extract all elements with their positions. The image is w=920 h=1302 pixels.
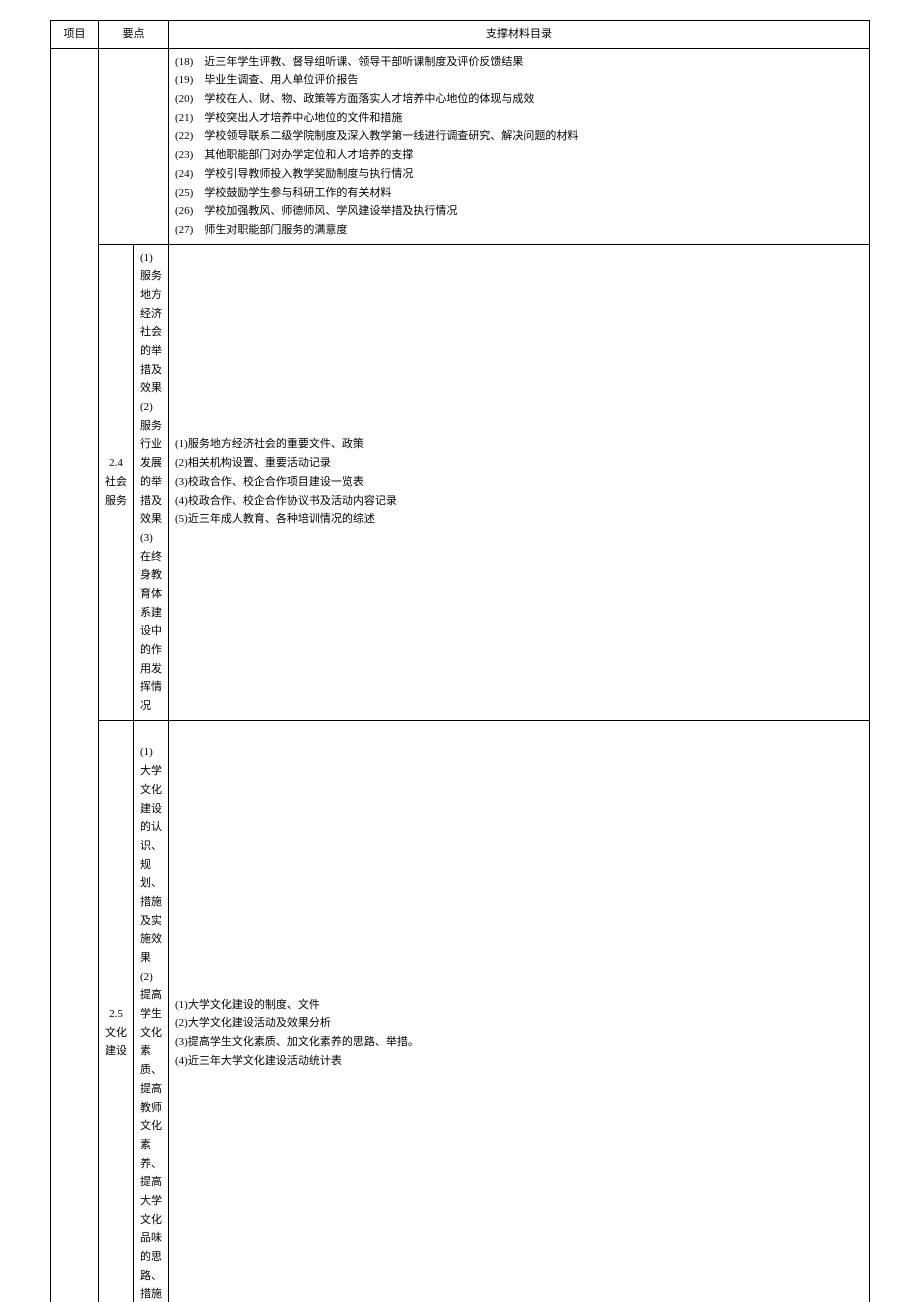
sup-item: (3)校政合作、校企合作项目建设一览表 bbox=[175, 473, 863, 492]
sup-item: (20) 学校在人、财、物、政策等方面落实人才培养中心地位的体现与成效 bbox=[175, 90, 863, 109]
subsection-2-5: 2.5文化建设 bbox=[99, 720, 134, 1302]
sup-item: (4)近三年大学文化建设活动统计表 bbox=[175, 1052, 863, 1071]
keypoints-cell-blank bbox=[99, 48, 169, 244]
sup-item: (27) 师生对职能部门服务的满意度 bbox=[175, 221, 863, 240]
sup-item: (5)近三年成人教育、各种培训情况的综述 bbox=[175, 510, 863, 529]
project-cell-blank bbox=[51, 48, 99, 1302]
support-2-4: (1)服务地方经济社会的重要文件、政策 (2)相关机构设置、重要活动记录 (3)… bbox=[169, 244, 870, 720]
sup-item: (21) 学校突出人才培养中心地位的文件和措施 bbox=[175, 109, 863, 128]
sup-item: (3)提高学生文化素质、加文化素养的思路、举措。 bbox=[175, 1033, 863, 1052]
support-2-5: (1)大学文化建设的制度、文件 (2)大学文化建设活动及效果分析 (3)提高学生… bbox=[169, 720, 870, 1302]
sup-item: (2)相关机构设置、重要活动记录 bbox=[175, 454, 863, 473]
header-support: 支撑材料目录 bbox=[169, 21, 870, 49]
sup-item: (25) 学校鼓励学生参与科研工作的有关材料 bbox=[175, 184, 863, 203]
sup-item: (2)大学文化建设活动及效果分析 bbox=[175, 1014, 863, 1033]
key-item: (1)服务地方经济社会的举措及效果 bbox=[140, 249, 162, 399]
sup-item: (1)大学文化建设的制度、文件 bbox=[175, 996, 863, 1015]
table-row: 2.5文化建设 (1)大学文化建设的认识、规划、措施及实施效果(2)提高学生文化… bbox=[51, 720, 870, 1302]
sup-item: (1)服务地方经济社会的重要文件、政策 bbox=[175, 435, 863, 454]
table-row: 2.4社会服务 (1)服务地方经济社会的举措及效果 (2)服务行业发展的举措及效… bbox=[51, 244, 870, 720]
support-cell-continuation: (18) 近三年学生评教、督导组听课、领导干部听课制度及评价反馈结果 (19) … bbox=[169, 48, 870, 244]
subsection-2-4: 2.4社会服务 bbox=[99, 244, 134, 720]
header-project: 项目 bbox=[51, 21, 99, 49]
sup-item: (23) 其他职能部门对办学定位和人才培养的支撑 bbox=[175, 146, 863, 165]
sup-item: (18) 近三年学生评教、督导组听课、领导干部听课制度及评价反馈结果 bbox=[175, 53, 863, 72]
header-row: 项目 要点 支撑材料目录 bbox=[51, 21, 870, 49]
sup-item: (26) 学校加强教风、师德师风、学风建设举措及执行情况 bbox=[175, 202, 863, 221]
keypoints-2-4: (1)服务地方经济社会的举措及效果 (2)服务行业发展的举措及效果 (3)在终身… bbox=[134, 244, 169, 720]
sup-item: (22) 学校领导联系二级学院制度及深入教学第一线进行调查研究、解决问题的材料 bbox=[175, 127, 863, 146]
keypoints-2-5: (1)大学文化建设的认识、规划、措施及实施效果(2)提高学生文化素质、提高教师文… bbox=[134, 720, 169, 1302]
main-table: 项目 要点 支撑材料目录 (18) 近三年学生评教、督导组听课、领导干部听课制度… bbox=[50, 20, 870, 1302]
key-item: (3)在终身教育体系建设中的作用发挥情况 bbox=[140, 529, 162, 716]
header-keypoints: 要点 bbox=[99, 21, 169, 49]
sup-item: (24) 学校引导教师投入教学奖励制度与执行情况 bbox=[175, 165, 863, 184]
sup-item: (4)校政合作、校企合作协议书及活动内容记录 bbox=[175, 492, 863, 511]
sup-item: (19) 毕业生调查、用人单位评价报告 bbox=[175, 71, 863, 90]
table-row: (18) 近三年学生评教、督导组听课、领导干部听课制度及评价反馈结果 (19) … bbox=[51, 48, 870, 244]
key-item: (2)服务行业发展的举措及效果 bbox=[140, 398, 162, 529]
